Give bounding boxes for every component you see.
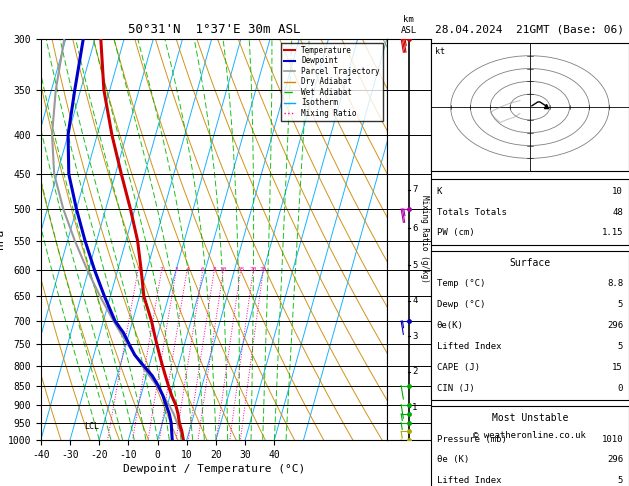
FancyBboxPatch shape bbox=[431, 406, 629, 486]
Text: 8.8: 8.8 bbox=[607, 279, 623, 288]
Text: 296: 296 bbox=[607, 455, 623, 465]
Text: Totals Totals: Totals Totals bbox=[437, 208, 507, 217]
Text: Most Unstable: Most Unstable bbox=[492, 413, 568, 423]
Text: 28.04.2024  21GMT (Base: 06): 28.04.2024 21GMT (Base: 06) bbox=[435, 25, 625, 35]
Text: 25: 25 bbox=[260, 267, 267, 272]
Text: 1010: 1010 bbox=[601, 434, 623, 444]
Y-axis label: hPa: hPa bbox=[0, 229, 5, 249]
Text: CIN (J): CIN (J) bbox=[437, 383, 474, 393]
Legend: Temperature, Dewpoint, Parcel Trajectory, Dry Adiabat, Wet Adiabat, Isotherm, Mi: Temperature, Dewpoint, Parcel Trajectory… bbox=[281, 43, 383, 121]
Text: CAPE (J): CAPE (J) bbox=[437, 363, 480, 372]
Text: 8: 8 bbox=[213, 267, 216, 272]
Text: 0: 0 bbox=[618, 383, 623, 393]
Text: 4: 4 bbox=[185, 267, 189, 272]
Text: 5: 5 bbox=[618, 476, 623, 485]
Text: 15: 15 bbox=[612, 363, 623, 372]
Text: 5: 5 bbox=[618, 300, 623, 309]
Text: Dewp (°C): Dewp (°C) bbox=[437, 300, 485, 309]
FancyBboxPatch shape bbox=[431, 251, 629, 400]
Text: 3: 3 bbox=[412, 332, 418, 341]
Text: 1: 1 bbox=[412, 403, 418, 412]
Text: 296: 296 bbox=[607, 321, 623, 330]
Text: 2: 2 bbox=[160, 267, 164, 272]
Text: km
ASL: km ASL bbox=[401, 16, 417, 35]
Text: 10: 10 bbox=[612, 187, 623, 196]
Text: Surface: Surface bbox=[509, 258, 550, 268]
Text: θe (K): θe (K) bbox=[437, 455, 469, 465]
Text: 5: 5 bbox=[412, 261, 418, 270]
Text: 6: 6 bbox=[412, 224, 418, 233]
Text: Pressure (mb): Pressure (mb) bbox=[437, 434, 507, 444]
Text: 48: 48 bbox=[612, 208, 623, 217]
Text: 1.15: 1.15 bbox=[601, 228, 623, 238]
Text: 20: 20 bbox=[250, 267, 257, 272]
Text: 1: 1 bbox=[136, 267, 140, 272]
Text: Temp (°C): Temp (°C) bbox=[437, 279, 485, 288]
Text: 2: 2 bbox=[412, 367, 418, 376]
FancyBboxPatch shape bbox=[431, 179, 629, 245]
X-axis label: Dewpoint / Temperature (°C): Dewpoint / Temperature (°C) bbox=[123, 464, 305, 474]
Text: K: K bbox=[437, 187, 442, 196]
Text: 3: 3 bbox=[174, 267, 178, 272]
Title: 50°31'N  1°37'E 30m ASL: 50°31'N 1°37'E 30m ASL bbox=[128, 23, 300, 36]
Text: © weatheronline.co.uk: © weatheronline.co.uk bbox=[474, 431, 586, 440]
Text: 10: 10 bbox=[220, 267, 227, 272]
Text: 5: 5 bbox=[618, 342, 623, 351]
Text: Lifted Index: Lifted Index bbox=[437, 342, 501, 351]
Text: PW (cm): PW (cm) bbox=[437, 228, 474, 238]
Text: 15: 15 bbox=[237, 267, 245, 272]
Text: 7: 7 bbox=[412, 185, 418, 194]
Text: LCL: LCL bbox=[84, 422, 99, 432]
Text: 6: 6 bbox=[201, 267, 204, 272]
Text: 4: 4 bbox=[412, 296, 418, 305]
Text: θe(K): θe(K) bbox=[437, 321, 464, 330]
Text: Mixing Ratio (g/kg): Mixing Ratio (g/kg) bbox=[420, 195, 429, 283]
Text: Lifted Index: Lifted Index bbox=[437, 476, 501, 485]
